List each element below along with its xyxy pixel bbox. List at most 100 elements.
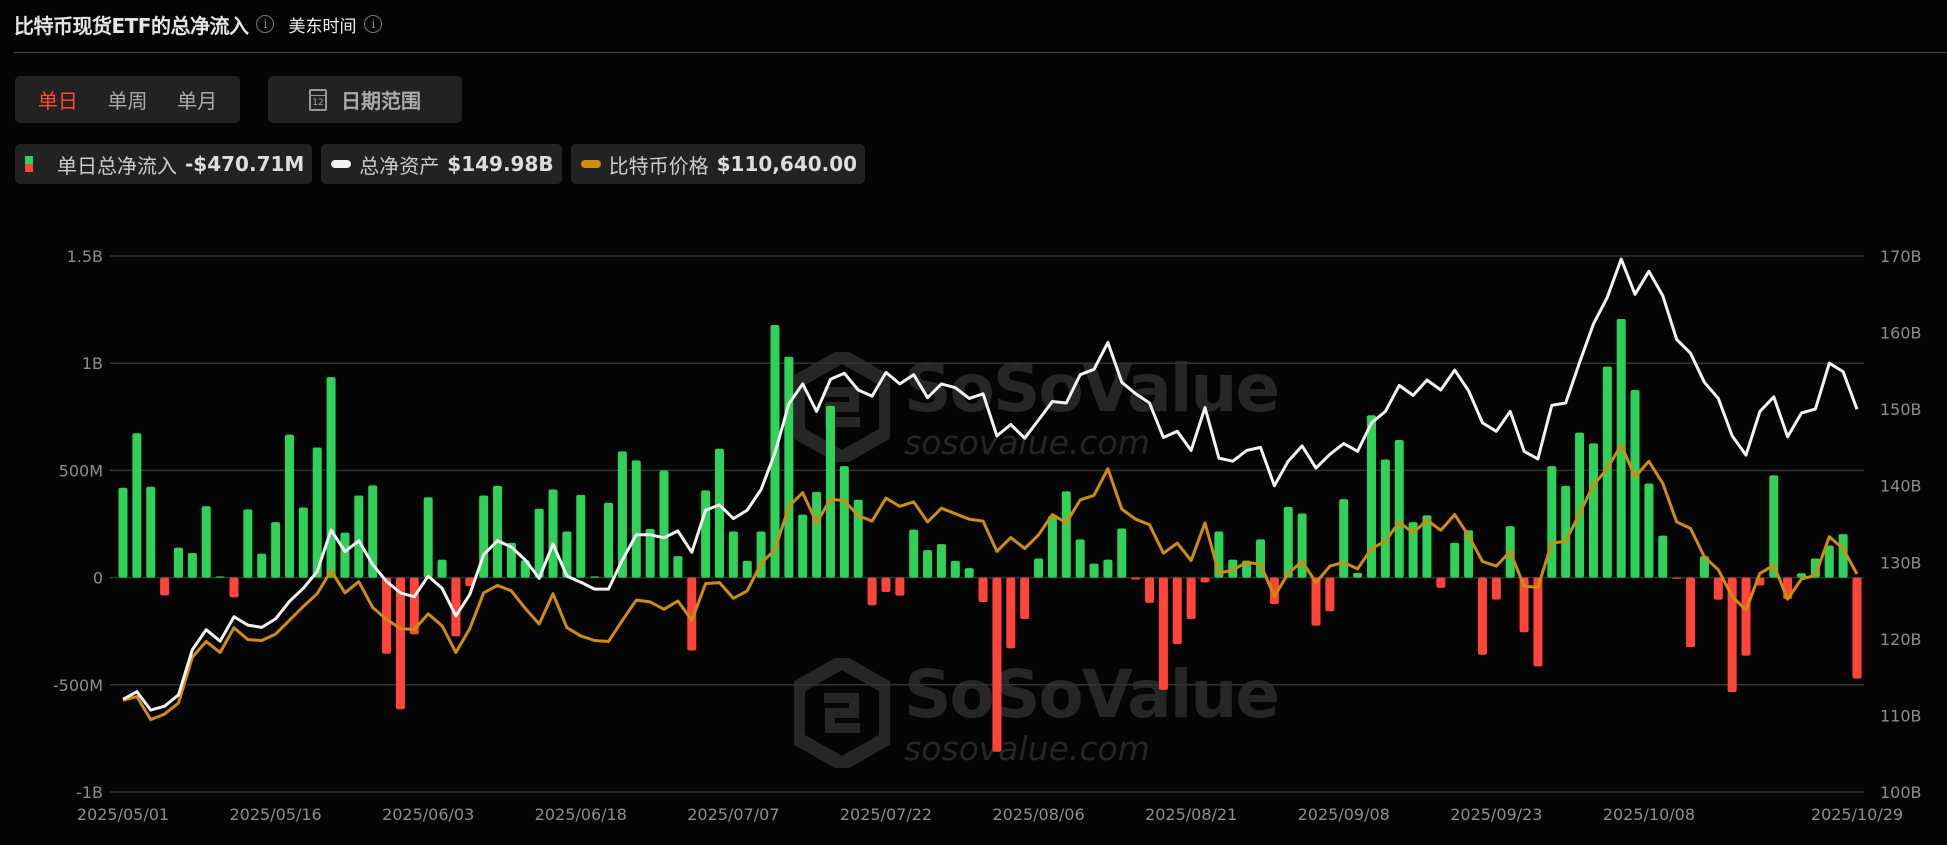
bar-swatch-icon [25,156,33,172]
info-icon[interactable]: i [364,15,383,33]
divider [14,52,1947,53]
inflow-bar [1394,439,1404,578]
x-axis-tick-label: 2025/05/01 [77,805,169,824]
inflow-bar [1047,516,1057,578]
inflow-bar [312,447,322,578]
inflow-bar [1658,535,1668,578]
inflow-bar [1575,432,1585,578]
legend-item-total-assets[interactable]: 总净资产 $149.98B [321,144,562,184]
outflow-bar [1020,577,1030,619]
inflow-bar [1547,466,1557,578]
inflow-bar [1602,366,1612,578]
inflow-bar [1408,522,1418,578]
inflow-bar [825,405,835,578]
inflow-bar [1117,528,1127,578]
outflow-bar [867,577,877,606]
inflow-bar [1769,475,1779,578]
inflow-bar [1366,415,1376,578]
inflow-bar [812,491,822,578]
inflow-bar [604,502,614,578]
inflow-bar [1561,485,1571,578]
inflow-bar [1380,459,1390,578]
line-swatch-icon [580,160,601,168]
inflow-bar [936,544,946,578]
inflow-bar [284,434,294,578]
inflow-bar [1283,506,1293,578]
inflow-bar [617,451,627,578]
inflow-bar [923,550,933,578]
tab-weekly[interactable]: 单周 [107,89,148,113]
tab-daily[interactable]: 单日 [37,89,78,113]
tab-monthly[interactable]: 单月 [177,89,218,113]
right-axis-tick-label: 170B [1880,247,1922,266]
outflow-bar [992,577,1002,752]
left-axis-tick-label: 1.5B [67,247,103,266]
outflow-bar [1006,577,1016,649]
outflow-bar [1325,577,1335,612]
outflow-bar [1436,577,1446,588]
inflow-bar [1450,542,1460,578]
inflow-bar [548,489,558,578]
outflow-bar [1269,577,1279,604]
x-axis-tick-label: 2025/09/23 [1450,805,1542,824]
inflow-bar [714,448,724,578]
inflow-bar [506,542,516,578]
right-axis-tick-label: 140B [1880,477,1922,496]
outflow-bar [687,577,697,651]
right-axis-tick-label: 100B [1880,783,1922,802]
inflow-bar [1353,572,1363,578]
right-axis-tick-label: 160B [1880,324,1922,343]
x-axis-tick-label: 2025/05/16 [229,805,321,824]
legend: 单日总净流入 -$470.71M 总净资产 $149.98B 比特币价格 $11… [15,144,866,184]
right-axis-tick-label: 120B [1880,630,1922,649]
x-axis-tick-label: 2025/10/29 [1811,805,1903,824]
inflow-bar [909,529,919,578]
outflow-bar [1491,577,1501,600]
right-axis-tick-label: 110B [1880,706,1922,725]
date-range-label: 日期范围 [341,89,421,113]
inflow-bar [340,532,350,578]
inflow-bar [201,506,211,578]
x-axis-tick-label: 2025/06/18 [535,805,627,824]
x-axis-tick-label: 2025/07/07 [687,805,779,824]
inflow-bar [728,531,738,578]
inflow-bar [187,552,197,578]
x-axis-tick-label: 2025/07/22 [840,805,932,824]
outflow-bar [451,577,461,637]
calendar-icon: 12 [309,88,327,111]
outflow-bar [1686,577,1696,648]
left-axis-tick-label: 500M [59,461,103,480]
inflow-bar [1824,545,1834,578]
left-axis-tick-label: 1B [82,354,103,373]
left-axis-tick-label: 0 [93,569,103,588]
inflow-bar [1075,539,1085,578]
inflow-bar [173,547,183,578]
chart-title: 比特币现货ETF的总净流入 [14,13,249,38]
legend-item-net-inflow[interactable]: 单日总净流入 -$470.71M [15,144,313,184]
outflow-bar [1145,577,1155,603]
outflow-bar [1741,577,1751,656]
inflow-bar [423,497,433,578]
inflow-bar [271,522,281,578]
outflow-bar [1852,577,1862,679]
legend-item-btc-price[interactable]: 比特币价格 $110,640.00 [570,144,866,184]
inflow-bar [839,466,849,578]
legend-value: -$470.71M [185,152,305,176]
outflow-bar [881,577,891,592]
outflow-bar [1200,577,1210,583]
inflow-bar [215,576,225,578]
inflow-bar [493,485,503,578]
info-icon[interactable]: i [256,15,275,33]
inflow-bar [964,568,974,578]
inflow-bar [659,470,669,578]
legend-value: $149.98B [447,152,554,176]
total-assets-line [122,257,1859,712]
inflow-bar [132,433,142,578]
inflow-bar [645,528,655,578]
date-range-button[interactable]: 12 日期范围 [268,76,462,123]
inflow-bar [243,509,253,578]
x-axis-tick-label: 2025/10/08 [1603,805,1695,824]
inflow-bar [701,490,711,578]
inflow-bar [562,531,572,578]
